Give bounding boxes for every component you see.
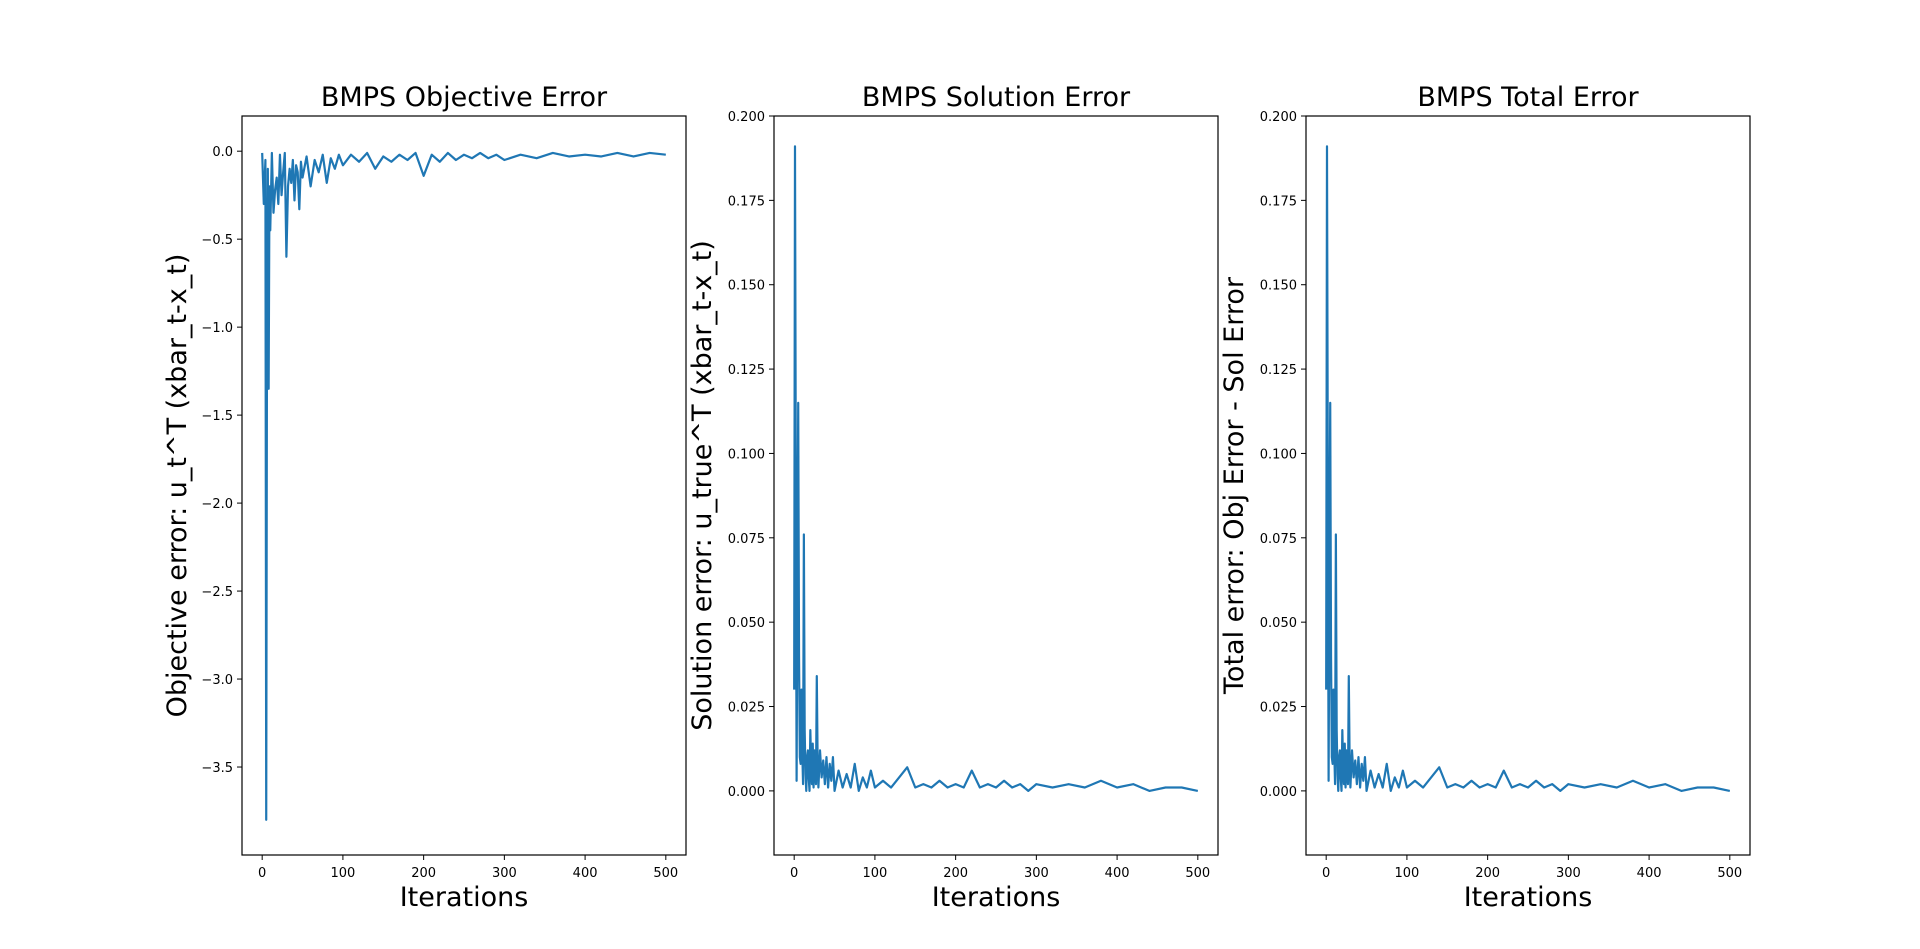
plot-frame (1305, 115, 1751, 856)
y-tick-label: −3.5 (201, 761, 233, 776)
y-tick-label: 0.025 (1260, 701, 1297, 716)
series-line (793, 145, 1199, 792)
y-tick-label: 0.050 (1260, 616, 1297, 631)
series-line (261, 151, 666, 821)
y-tick-label: 0.050 (728, 616, 765, 631)
x-tick-label: 200 (411, 866, 436, 881)
y-tick-label: −0.5 (201, 233, 233, 248)
y-tick-label: 0.200 (728, 110, 765, 125)
y-tick-label: −1.0 (201, 321, 233, 336)
y-tick-label: −2.0 (201, 497, 233, 512)
x-tick-label: 200 (1475, 866, 1500, 881)
x-axis-label: Iterations (400, 882, 529, 913)
x-tick-label: 500 (1185, 866, 1210, 881)
y-tick-label: 0.200 (1260, 110, 1297, 125)
y-tick-label: 0.125 (728, 363, 765, 378)
x-tick-label: 400 (1105, 866, 1130, 881)
y-tick-label: −3.0 (201, 673, 233, 688)
y-tick-label: 0.175 (1260, 194, 1297, 209)
x-tick-label: 100 (862, 866, 887, 881)
x-tick-label: 0 (790, 866, 798, 881)
y-tick-label: −2.5 (201, 585, 233, 600)
y-tick-label: 0.0 (212, 145, 233, 160)
y-tick-label: 0.100 (1260, 447, 1297, 462)
y-tick-label: 0.075 (1260, 532, 1297, 547)
y-tick-label: 0.125 (1260, 363, 1297, 378)
chart-title: BMPS Total Error (1417, 82, 1639, 113)
x-tick-label: 300 (492, 866, 517, 881)
subplot-2: 0 100 200 300 400 500 0.000 0.025 0.050 0.075 0.10… (687, 82, 1219, 913)
x-tick-label: 300 (1556, 866, 1581, 881)
plot-frame (773, 115, 1219, 856)
y-tick-label: 0.025 (728, 701, 765, 716)
y-axis-label: Solution error: u_true^T (xbar_t-x_t) (687, 240, 718, 731)
y-tick-label: 0.175 (728, 194, 765, 209)
x-tick-label: 500 (1717, 866, 1742, 881)
subplot-3: 0 100 200 300 400 500 0.000 0.025 0.050 0.075 0.10… (1219, 82, 1751, 913)
x-tick-label: 100 (330, 866, 355, 881)
x-axis-label: Iterations (932, 882, 1061, 913)
x-tick-label: 200 (943, 866, 968, 881)
x-tick-label: 0 (1322, 866, 1330, 881)
y-tick-label: 0.150 (728, 279, 765, 294)
x-tick-label: 400 (1637, 866, 1662, 881)
x-tick-label: 500 (653, 866, 678, 881)
y-tick-label: 0.100 (728, 447, 765, 462)
x-tick-label: 400 (573, 866, 598, 881)
series-line (1325, 145, 1731, 792)
y-axis-label: Objective error: u_t^T (xbar_t-x_t) (162, 254, 193, 718)
x-axis-label: Iterations (1464, 882, 1593, 913)
y-tick-label: 0.150 (1260, 279, 1297, 294)
x-tick-label: 100 (1394, 866, 1419, 881)
y-tick-label: 0.000 (1260, 785, 1297, 800)
subplot-1: 0 100 200 300 400 500 0.0 −0.5 −1.0 −1.5 −2.0 −2.5 −… (162, 82, 687, 913)
plot-frame (241, 115, 687, 856)
x-tick-label: 300 (1024, 866, 1049, 881)
x-tick-label: 0 (258, 866, 266, 881)
chart-title: BMPS Solution Error (862, 82, 1131, 113)
y-tick-label: 0.075 (728, 532, 765, 547)
y-axis-label: Total error: Obj Error - Sol Error (1219, 276, 1250, 695)
y-tick-label: 0.000 (728, 785, 765, 800)
y-tick-label: −1.5 (201, 409, 233, 424)
chart-title: BMPS Objective Error (321, 82, 608, 113)
